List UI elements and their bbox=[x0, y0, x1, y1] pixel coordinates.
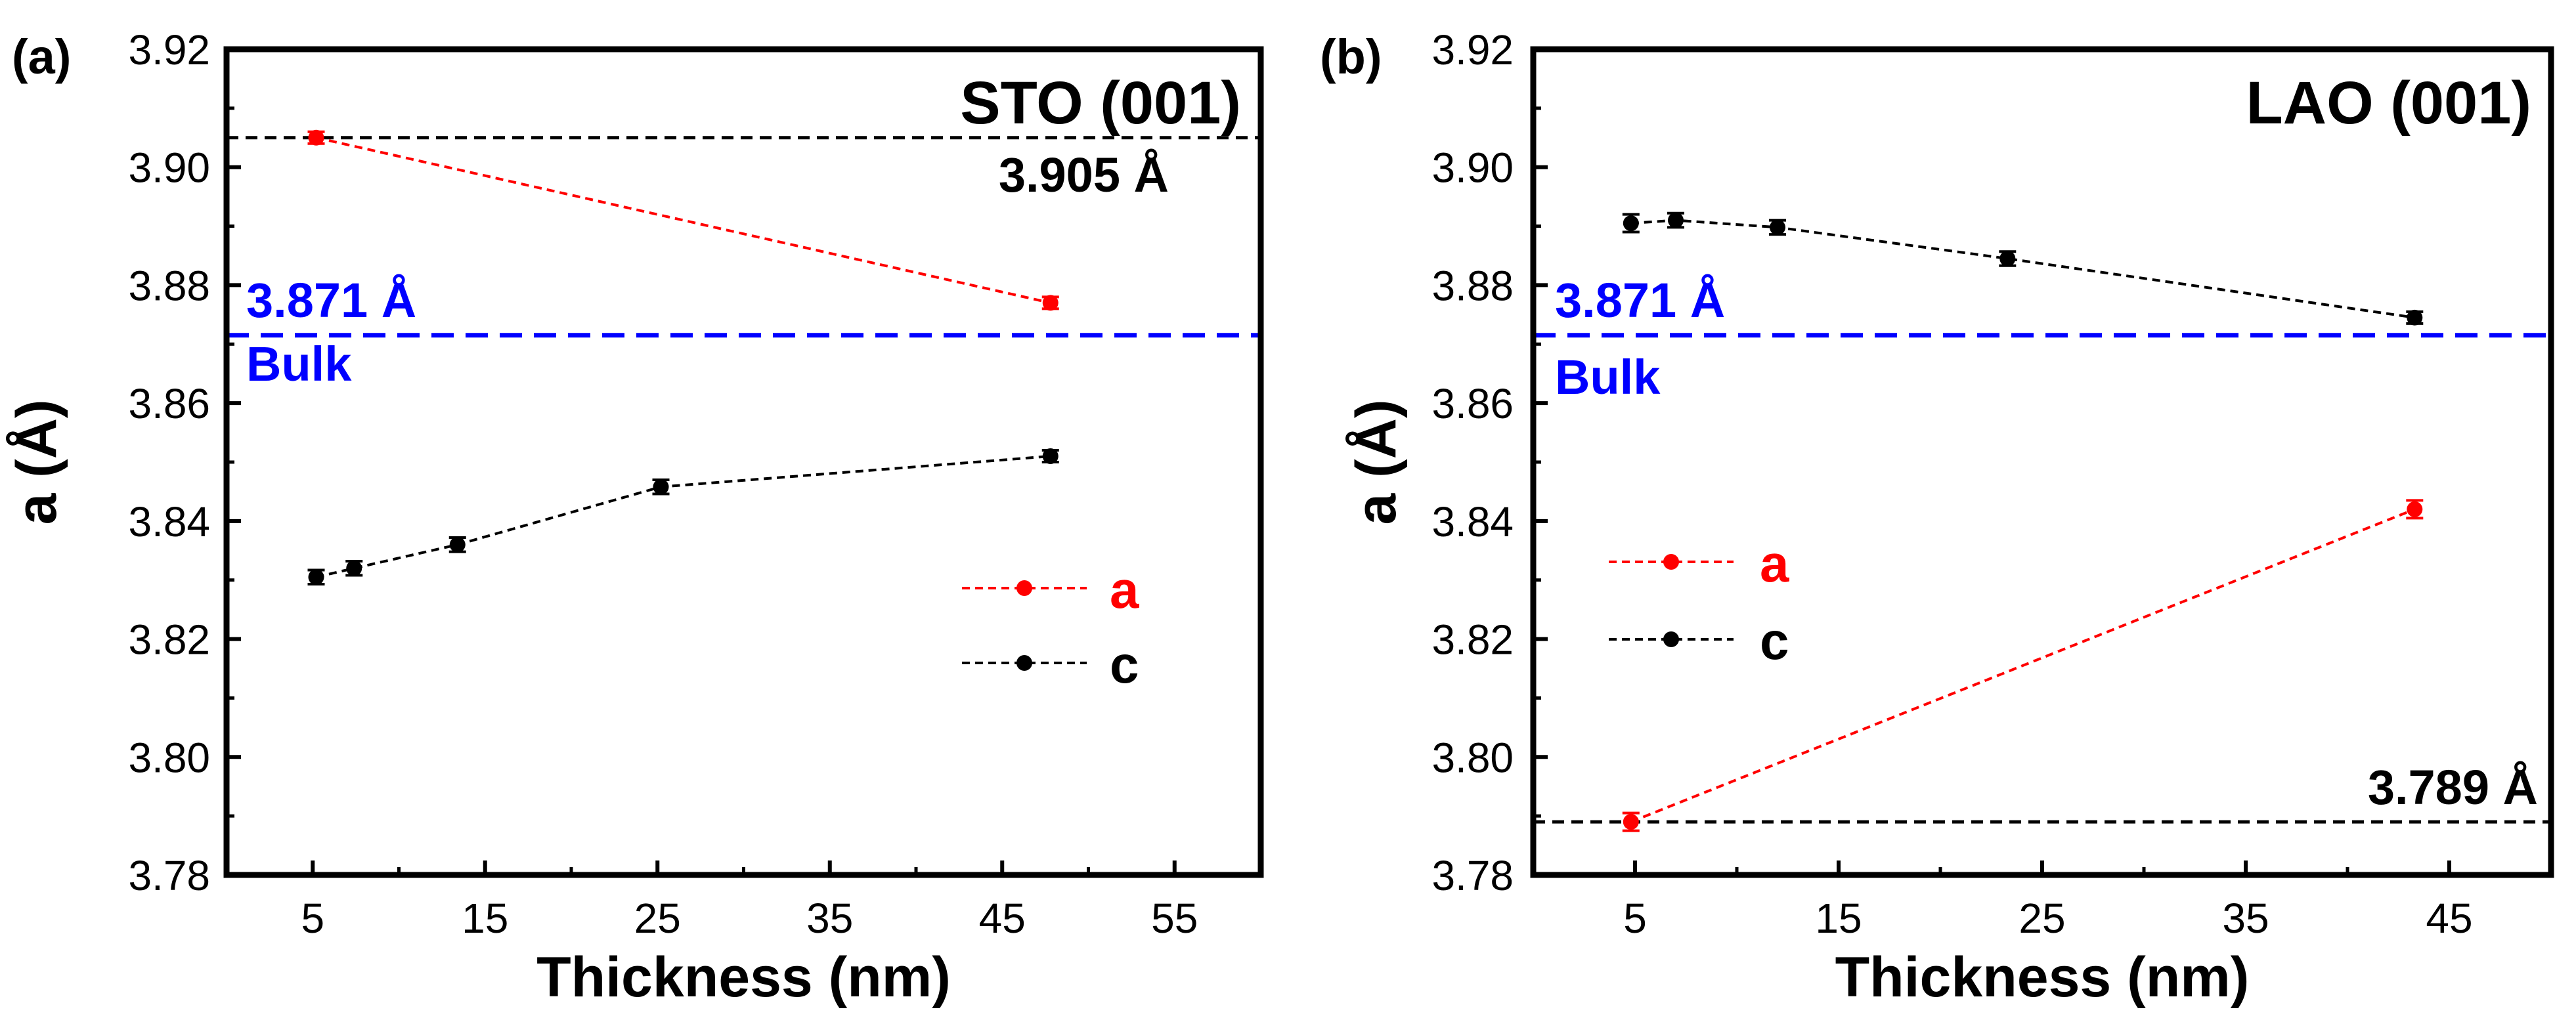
chart-title: LAO (001) bbox=[2246, 70, 2531, 137]
y-tick-label: 3.82 bbox=[1431, 616, 1514, 664]
x-tick-label: 25 bbox=[2019, 895, 2065, 942]
series-line-c bbox=[1630, 219, 2415, 319]
data-point-c bbox=[1999, 250, 2016, 266]
reference-line-label: 3.905 Å bbox=[999, 148, 1169, 202]
reference-line-sublabel: Bulk bbox=[1555, 350, 1661, 404]
y-axis-title: a (Å) bbox=[5, 399, 68, 524]
x-tick-label: 45 bbox=[2426, 895, 2472, 942]
y-tick-label: 3.88 bbox=[1431, 262, 1514, 309]
y-tick-label: 3.84 bbox=[128, 498, 210, 545]
data-point-c bbox=[653, 478, 669, 495]
legend-marker-c bbox=[1016, 655, 1032, 671]
y-tick-label: 3.80 bbox=[1431, 734, 1514, 781]
y-tick-label: 3.80 bbox=[128, 734, 210, 781]
series-line-a bbox=[1630, 508, 2416, 823]
legend-label-c: c bbox=[1110, 635, 1139, 694]
chart-title: STO (001) bbox=[960, 70, 1241, 137]
legend-label-a: a bbox=[1110, 561, 1139, 619]
data-point-c bbox=[449, 536, 466, 553]
data-point-c bbox=[1770, 219, 1785, 236]
y-tick-label: 3.90 bbox=[1431, 144, 1514, 192]
legend-label-a: a bbox=[1760, 534, 1789, 593]
y-tick-label: 3.78 bbox=[1431, 852, 1514, 899]
legend-marker-c bbox=[1663, 631, 1679, 647]
data-point-a bbox=[1042, 295, 1059, 311]
data-point-a bbox=[308, 129, 324, 146]
data-point-c bbox=[1042, 448, 1059, 465]
y-tick-label: 3.78 bbox=[128, 852, 210, 899]
y-tick-label: 3.86 bbox=[1431, 380, 1514, 427]
panel-label: (b) bbox=[1320, 30, 1382, 84]
data-point-c bbox=[308, 569, 324, 585]
panel-label: (a) bbox=[12, 30, 71, 84]
data-point-a bbox=[2407, 501, 2423, 517]
plot-frame bbox=[1530, 46, 2554, 878]
x-tick-label: 5 bbox=[1623, 895, 1647, 942]
series-line-c bbox=[316, 455, 1051, 579]
y-axis-title: a (Å) bbox=[1345, 399, 1408, 524]
legend-label-c: c bbox=[1760, 612, 1789, 670]
x-tick-label: 15 bbox=[462, 895, 508, 942]
data-point-a bbox=[1623, 814, 1639, 830]
x-tick-label: 55 bbox=[1151, 895, 1198, 942]
panel-a: 3.905 Å 3.871 Å Bulk 5 15 25 35 45 55 3.78 3.80 3.8… bbox=[5, 26, 1264, 1009]
y-tick-label: 3.82 bbox=[128, 616, 210, 664]
x-axis-title: Thickness (nm) bbox=[536, 946, 951, 1009]
panel-b: 3.789 Å 3.871 Å Bulk 5 15 25 35 45 3.78 3.80 3.82 3… bbox=[1320, 26, 2554, 1009]
x-tick-label: 15 bbox=[1815, 895, 1862, 942]
data-point-c bbox=[2407, 309, 2423, 326]
reference-line-sublabel: Bulk bbox=[246, 337, 352, 391]
y-tick-label: 3.84 bbox=[1431, 498, 1514, 545]
y-tick-label: 3.90 bbox=[128, 144, 210, 192]
legend-marker-a bbox=[1663, 554, 1679, 570]
x-tick-label: 35 bbox=[2222, 895, 2269, 942]
reference-line-label: 3.789 Å bbox=[2368, 760, 2538, 815]
x-axis-title: Thickness (nm) bbox=[1835, 946, 2250, 1009]
y-tick-label: 3.92 bbox=[1431, 26, 1514, 74]
reference-line-label: 3.871 Å bbox=[1555, 273, 1725, 328]
series-line-a bbox=[316, 136, 1051, 305]
data-point-c bbox=[346, 560, 362, 576]
legend-marker-a bbox=[1016, 580, 1032, 596]
y-tick-label: 3.88 bbox=[128, 262, 210, 309]
x-tick-label: 5 bbox=[301, 895, 324, 942]
x-tick-label: 45 bbox=[979, 895, 1026, 942]
y-tick-label: 3.86 bbox=[128, 380, 210, 427]
y-tick-label: 3.92 bbox=[128, 26, 210, 74]
data-point-c bbox=[1668, 212, 1684, 228]
x-tick-label: 25 bbox=[634, 895, 681, 942]
x-tick-label: 35 bbox=[806, 895, 853, 942]
reference-line-label: 3.871 Å bbox=[246, 273, 416, 328]
data-point-c bbox=[1623, 215, 1639, 232]
